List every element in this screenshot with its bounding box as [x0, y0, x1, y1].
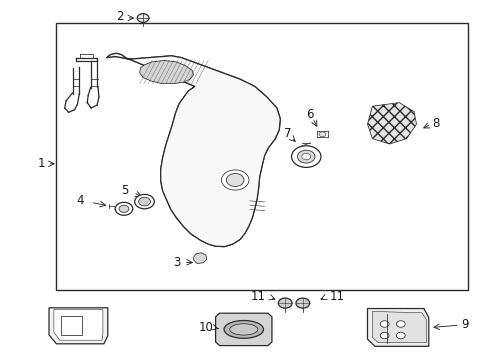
Text: 9: 9	[462, 318, 469, 331]
Polygon shape	[107, 53, 280, 247]
Circle shape	[302, 153, 311, 160]
Circle shape	[396, 332, 405, 339]
Circle shape	[221, 170, 249, 190]
Text: 8: 8	[433, 117, 440, 130]
Text: 7: 7	[284, 127, 292, 140]
Polygon shape	[54, 310, 103, 340]
Circle shape	[380, 321, 389, 327]
Text: 4: 4	[77, 194, 84, 207]
Bar	[56, 23, 468, 290]
Text: 10: 10	[198, 321, 213, 334]
Circle shape	[292, 146, 321, 167]
Text: 11: 11	[329, 290, 344, 303]
Circle shape	[137, 14, 149, 22]
Circle shape	[297, 150, 315, 163]
Ellipse shape	[224, 320, 264, 338]
Circle shape	[396, 321, 405, 327]
Polygon shape	[368, 309, 429, 346]
Circle shape	[296, 298, 310, 308]
Circle shape	[135, 194, 154, 209]
Circle shape	[139, 197, 150, 206]
Ellipse shape	[230, 324, 258, 335]
Polygon shape	[49, 308, 108, 344]
Polygon shape	[372, 311, 426, 343]
Text: 11: 11	[251, 290, 266, 303]
Text: 12: 12	[89, 328, 104, 341]
Circle shape	[278, 298, 292, 308]
Circle shape	[119, 205, 129, 212]
Bar	[61, 316, 82, 335]
Text: 3: 3	[173, 256, 180, 269]
Text: 2: 2	[116, 10, 123, 23]
Polygon shape	[368, 103, 416, 144]
Polygon shape	[140, 60, 194, 84]
Text: 5: 5	[121, 184, 128, 197]
Circle shape	[115, 202, 133, 215]
Polygon shape	[194, 253, 207, 264]
Circle shape	[226, 174, 244, 186]
Text: 6: 6	[306, 108, 314, 121]
Polygon shape	[216, 313, 272, 346]
Text: 1: 1	[38, 157, 46, 170]
Circle shape	[319, 132, 326, 137]
Circle shape	[380, 332, 389, 339]
